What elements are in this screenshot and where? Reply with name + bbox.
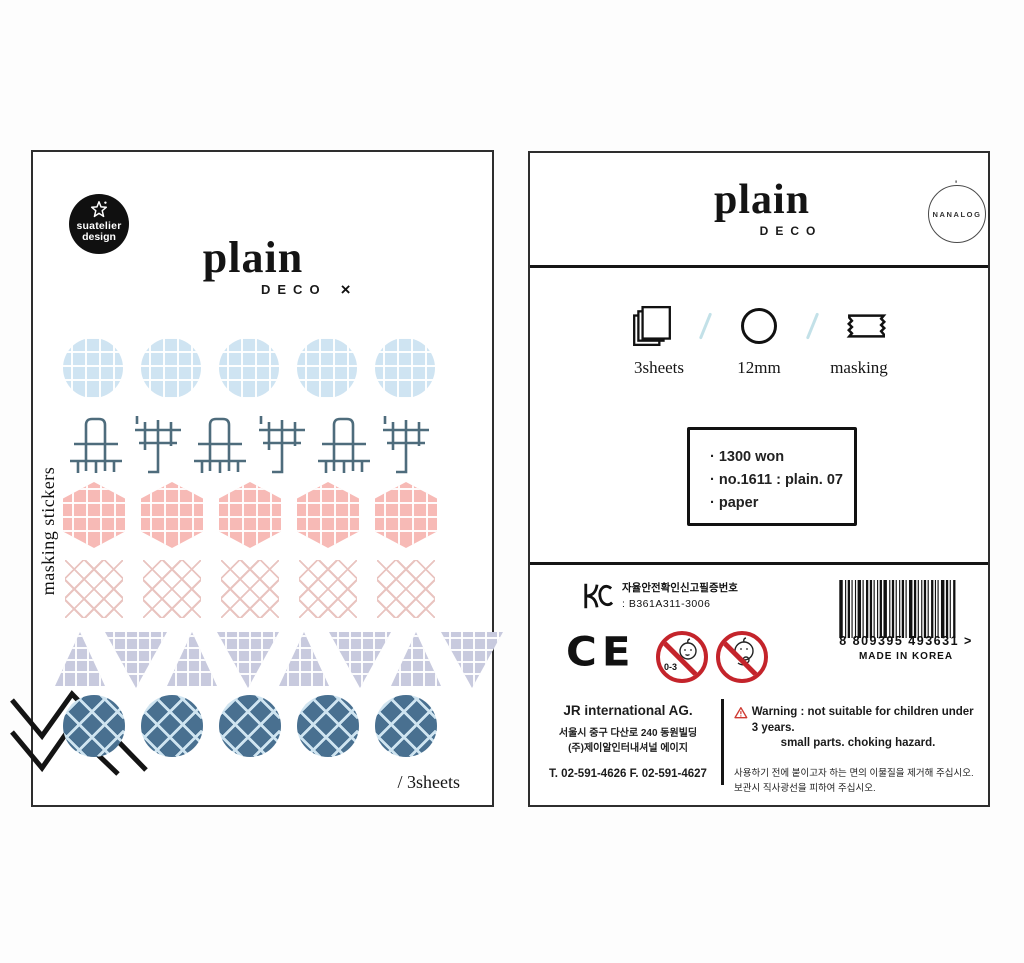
lattice-square-sticker [377, 560, 435, 618]
material: paper [710, 492, 854, 515]
star-icon [90, 201, 108, 218]
distributor-phone: T. 02-591-4626 F. 02-591-4627 [549, 768, 707, 780]
spec-label-size: 12mm [737, 358, 781, 377]
side-label: masking stickers [38, 466, 58, 596]
slash-divider [698, 312, 713, 340]
sticker-row-grid-hexagon [33, 482, 492, 548]
suatelier-logo: suatelier design [69, 194, 129, 254]
model-number: no.1611 : plain. 07 [710, 469, 854, 492]
grid-circle-sticker [297, 338, 357, 398]
grid-circle-sticker [141, 338, 201, 398]
barcode: 8 809395 493631 > MADE IN KOREA [833, 580, 979, 662]
brand-name: suatelier [76, 220, 122, 232]
grid-triangle-sticker [441, 632, 503, 688]
product-info-box: 1300 won no.1611 : plain. 07 paper [687, 427, 857, 526]
lattice-circle-sticker [63, 695, 125, 757]
kc-label: 자율안전확인신고필증번호 [622, 582, 738, 594]
product-subtitle: DECO [261, 282, 327, 297]
warning-text-en-2: small parts. choking hazard. [780, 737, 936, 750]
grid-triangle-sticker [55, 632, 105, 686]
grid-circle-sticker [219, 338, 279, 398]
line-doodle-sticker [131, 414, 185, 476]
slash-divider [805, 312, 820, 340]
lattice-square-sticker [65, 560, 123, 618]
lattice-circle-sticker [141, 695, 203, 757]
line-doodle-sticker [379, 414, 433, 476]
grid-triangle-sticker [167, 632, 217, 686]
divider [530, 265, 988, 268]
warning-text-ko-1: 사용하기 전에 붙이고자 하는 면의 이물질을 제거해 주십시오. [734, 767, 974, 779]
sticker-row-grid-triangle [33, 630, 503, 688]
lattice-square-sticker [299, 560, 357, 618]
distributor-address-1: 서울시 중구 다산로 240 동원빌딩 [558, 728, 698, 739]
nanalog-mark: ' [955, 179, 958, 189]
circle-size-icon [731, 303, 787, 349]
choking-hazard-icon [716, 631, 768, 683]
warning-text-ko-2: 보관시 직사광선을 피하여 주십시오. [734, 782, 876, 794]
grid-hexagon-sticker [219, 482, 281, 548]
sheets-icon [624, 303, 680, 349]
sheets-note: / 3sheets [397, 772, 461, 792]
sticker-row-line-doodle [33, 414, 492, 476]
warning-text-en: Warning : not suitable for children unde… [751, 706, 974, 734]
grid-triangle-sticker [105, 632, 167, 688]
barcode-number: 8 809395 493631 > [839, 634, 973, 648]
grid-hexagon-sticker [375, 482, 437, 548]
distributor-name: JR international AG. [563, 703, 693, 718]
lattice-circle-sticker [297, 695, 359, 757]
nanalog-label: NANALOG [932, 209, 982, 219]
brand-name-2: design [82, 231, 116, 244]
grid-triangle-sticker [279, 632, 329, 686]
kc-mark-icon [584, 583, 614, 609]
line-doodle-sticker [193, 414, 247, 476]
line-doodle-sticker [69, 414, 123, 476]
made-in-label: MADE IN KOREA [858, 651, 954, 662]
divider [530, 562, 988, 565]
distributor-info: JR international AG. 서울시 중구 다산로 240 동원빌딩… [544, 703, 712, 780]
kc-number: : B361A311-3006 [622, 597, 711, 610]
grid-circle-sticker [375, 338, 435, 398]
sticker-row-lattice-square [33, 560, 492, 618]
lattice-circle-sticker [375, 695, 437, 757]
product-title: plain [202, 233, 304, 282]
grid-triangle-sticker [391, 632, 441, 686]
masking-tape-icon [838, 303, 894, 349]
sticker-row-lattice-circle [33, 695, 492, 757]
warning-triangle-icon [734, 707, 748, 719]
kc-certification: 자율안전확인신고필증번호 : B361A311-3006 [582, 581, 738, 613]
line-doodle-sticker [317, 414, 371, 476]
spec-label-sheets: 3sheets [633, 358, 685, 377]
grid-hexagon-sticker [141, 482, 203, 548]
product-title-back: plain [713, 177, 811, 223]
price: 1300 won [710, 446, 854, 469]
sticker-row-grid-circle [33, 338, 492, 398]
package-back: plain DECO NANALOG ' [528, 151, 990, 807]
ce-mark: CE [566, 628, 636, 675]
lattice-square-sticker [221, 560, 279, 618]
nanalog-badge: NANALOG ' [928, 179, 986, 243]
spec-label-masking: masking [830, 358, 888, 377]
product-subtitle-back: DECO [759, 224, 823, 238]
distributor-address-2: (주)제이알인터내셔널 에이지 [568, 742, 688, 754]
grid-triangle-sticker [329, 632, 391, 688]
grid-hexagon-sticker [63, 482, 125, 548]
age-restriction-icon: 0-3 [656, 631, 708, 683]
grid-triangle-sticker [217, 632, 279, 688]
grid-circle-sticker [63, 338, 123, 398]
grid-hexagon-sticker [297, 482, 359, 548]
lattice-square-sticker [143, 560, 201, 618]
x-mark: × [340, 280, 351, 299]
warning-block: Warning : not suitable for children unde… [734, 705, 982, 796]
line-doodle-sticker [255, 414, 309, 476]
divider-vertical [721, 699, 724, 785]
age-range-label: 0-3 [664, 662, 678, 672]
lattice-circle-sticker [219, 695, 281, 757]
package-front: suatelier design plain DECO × masking sti… [10, 150, 503, 807]
